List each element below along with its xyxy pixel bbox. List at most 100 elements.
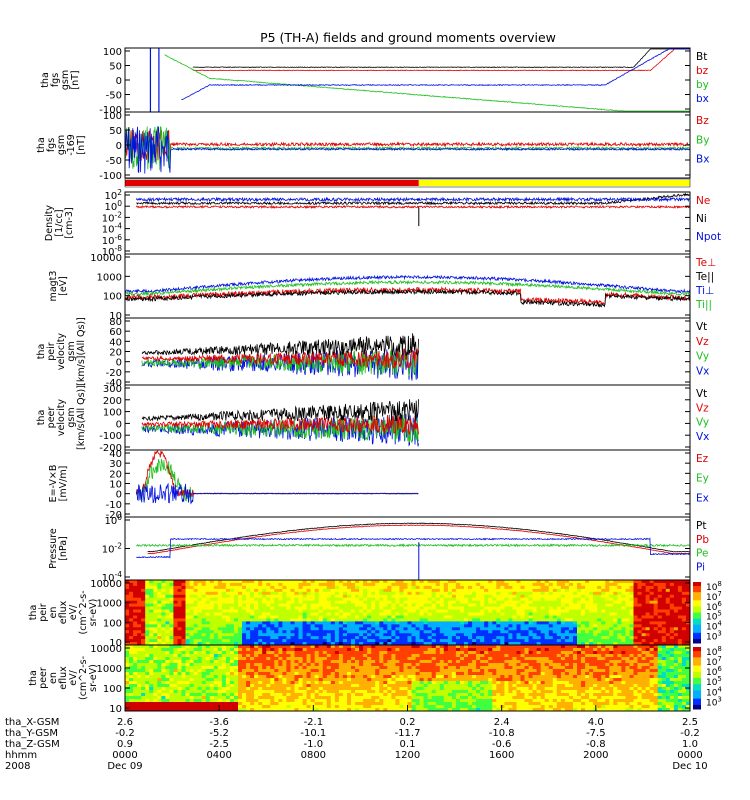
spec-cell xyxy=(653,636,659,640)
spec-cell xyxy=(407,705,412,709)
spec-cell xyxy=(213,699,219,703)
spec-cell xyxy=(403,675,408,679)
spec-cell xyxy=(516,636,521,640)
spec-cell xyxy=(250,588,255,593)
spec-cell xyxy=(209,681,215,685)
spec-cell xyxy=(347,702,352,706)
spec-cell xyxy=(234,702,239,706)
spec-cell xyxy=(238,591,243,596)
colorbar-cell xyxy=(693,614,701,618)
spec-cell xyxy=(250,657,255,661)
spec-cell xyxy=(314,597,320,602)
spec-cell xyxy=(443,580,449,584)
spec-cell xyxy=(330,678,336,682)
spec-cell xyxy=(512,600,517,605)
spec-cell xyxy=(250,600,255,605)
spec-cell xyxy=(347,603,352,608)
spec-cell xyxy=(601,615,606,619)
spec-cell xyxy=(141,660,146,664)
spec-cell xyxy=(250,666,255,670)
spec-cell xyxy=(480,597,485,602)
spec-cell xyxy=(141,615,146,619)
spec-cell xyxy=(185,657,190,661)
spec-cell xyxy=(234,645,239,649)
spec-cell xyxy=(383,681,388,685)
spec-cell xyxy=(310,663,316,667)
spec-cell xyxy=(193,669,199,673)
spec-cell xyxy=(492,624,497,628)
spec-cell xyxy=(407,618,412,622)
spec-cell xyxy=(302,693,308,697)
spec-cell xyxy=(488,600,493,605)
spec-cell xyxy=(173,699,178,703)
spec-cell xyxy=(573,612,578,616)
spec-cell xyxy=(351,693,356,697)
spec-cell xyxy=(153,657,158,661)
spec-cell xyxy=(334,642,340,646)
spec-cell xyxy=(157,657,162,661)
spec-cell xyxy=(334,696,340,700)
spec-cell xyxy=(282,666,287,670)
spec-cell xyxy=(371,657,376,661)
spec-cell xyxy=(298,636,303,640)
spec-cell xyxy=(407,588,412,593)
spec-cell xyxy=(338,699,344,703)
ytick-label: 100 xyxy=(103,111,122,122)
spec-cell xyxy=(173,660,178,664)
spec-cell xyxy=(181,606,186,611)
spec-cell xyxy=(383,636,388,640)
spec-cell xyxy=(407,600,412,605)
spec-cell xyxy=(342,645,348,649)
spec-cell xyxy=(536,639,542,643)
spec-cell xyxy=(145,618,150,622)
spec-cell xyxy=(564,618,570,622)
spec-cell xyxy=(322,603,328,608)
spec-cell xyxy=(411,606,416,611)
spec-cell xyxy=(294,603,299,608)
spec-cell xyxy=(262,678,267,682)
spec-cell xyxy=(387,606,392,611)
spec-cell xyxy=(629,600,634,605)
spec-cell xyxy=(411,612,416,616)
trace-by xyxy=(124,125,690,171)
spec-cell xyxy=(242,705,247,709)
spec-cell xyxy=(342,588,348,593)
spec-cell xyxy=(677,615,683,619)
spec-cell xyxy=(508,636,513,640)
spec-cell xyxy=(137,708,142,712)
spec-cell xyxy=(443,585,449,590)
spec-cell xyxy=(387,708,392,712)
ytick-label: 100 xyxy=(103,47,122,58)
spec-cell xyxy=(589,594,594,599)
spec-cell xyxy=(464,615,469,619)
spec-cell xyxy=(177,696,182,700)
spec-cell xyxy=(387,597,392,602)
spec-cell xyxy=(435,642,441,646)
spec-cell xyxy=(157,702,162,706)
spec-cell xyxy=(221,687,227,691)
spec-cell xyxy=(181,624,186,628)
spec-cell xyxy=(165,588,170,593)
spec-cell xyxy=(217,672,223,676)
spec-cell xyxy=(205,690,211,694)
spec-cell xyxy=(359,645,364,649)
spec-cell xyxy=(338,583,344,587)
spec-cell xyxy=(387,660,392,664)
spec-cell xyxy=(460,580,465,584)
spec-cell xyxy=(633,633,638,637)
spec-cell xyxy=(338,624,344,628)
spec-cell xyxy=(447,615,453,619)
spec-cell xyxy=(435,597,441,602)
spec-cell xyxy=(589,621,594,625)
spec-cell xyxy=(371,639,376,643)
spec-cell xyxy=(185,708,190,712)
spec-cell xyxy=(613,603,618,608)
spec-cell xyxy=(266,580,271,584)
spec-cell xyxy=(153,594,158,599)
spec-cell xyxy=(149,666,154,670)
spec-cell xyxy=(387,621,392,625)
spec-cell xyxy=(302,660,308,664)
spec-cell xyxy=(302,705,308,709)
spec-cell xyxy=(573,627,578,631)
spec-cell xyxy=(330,615,336,619)
